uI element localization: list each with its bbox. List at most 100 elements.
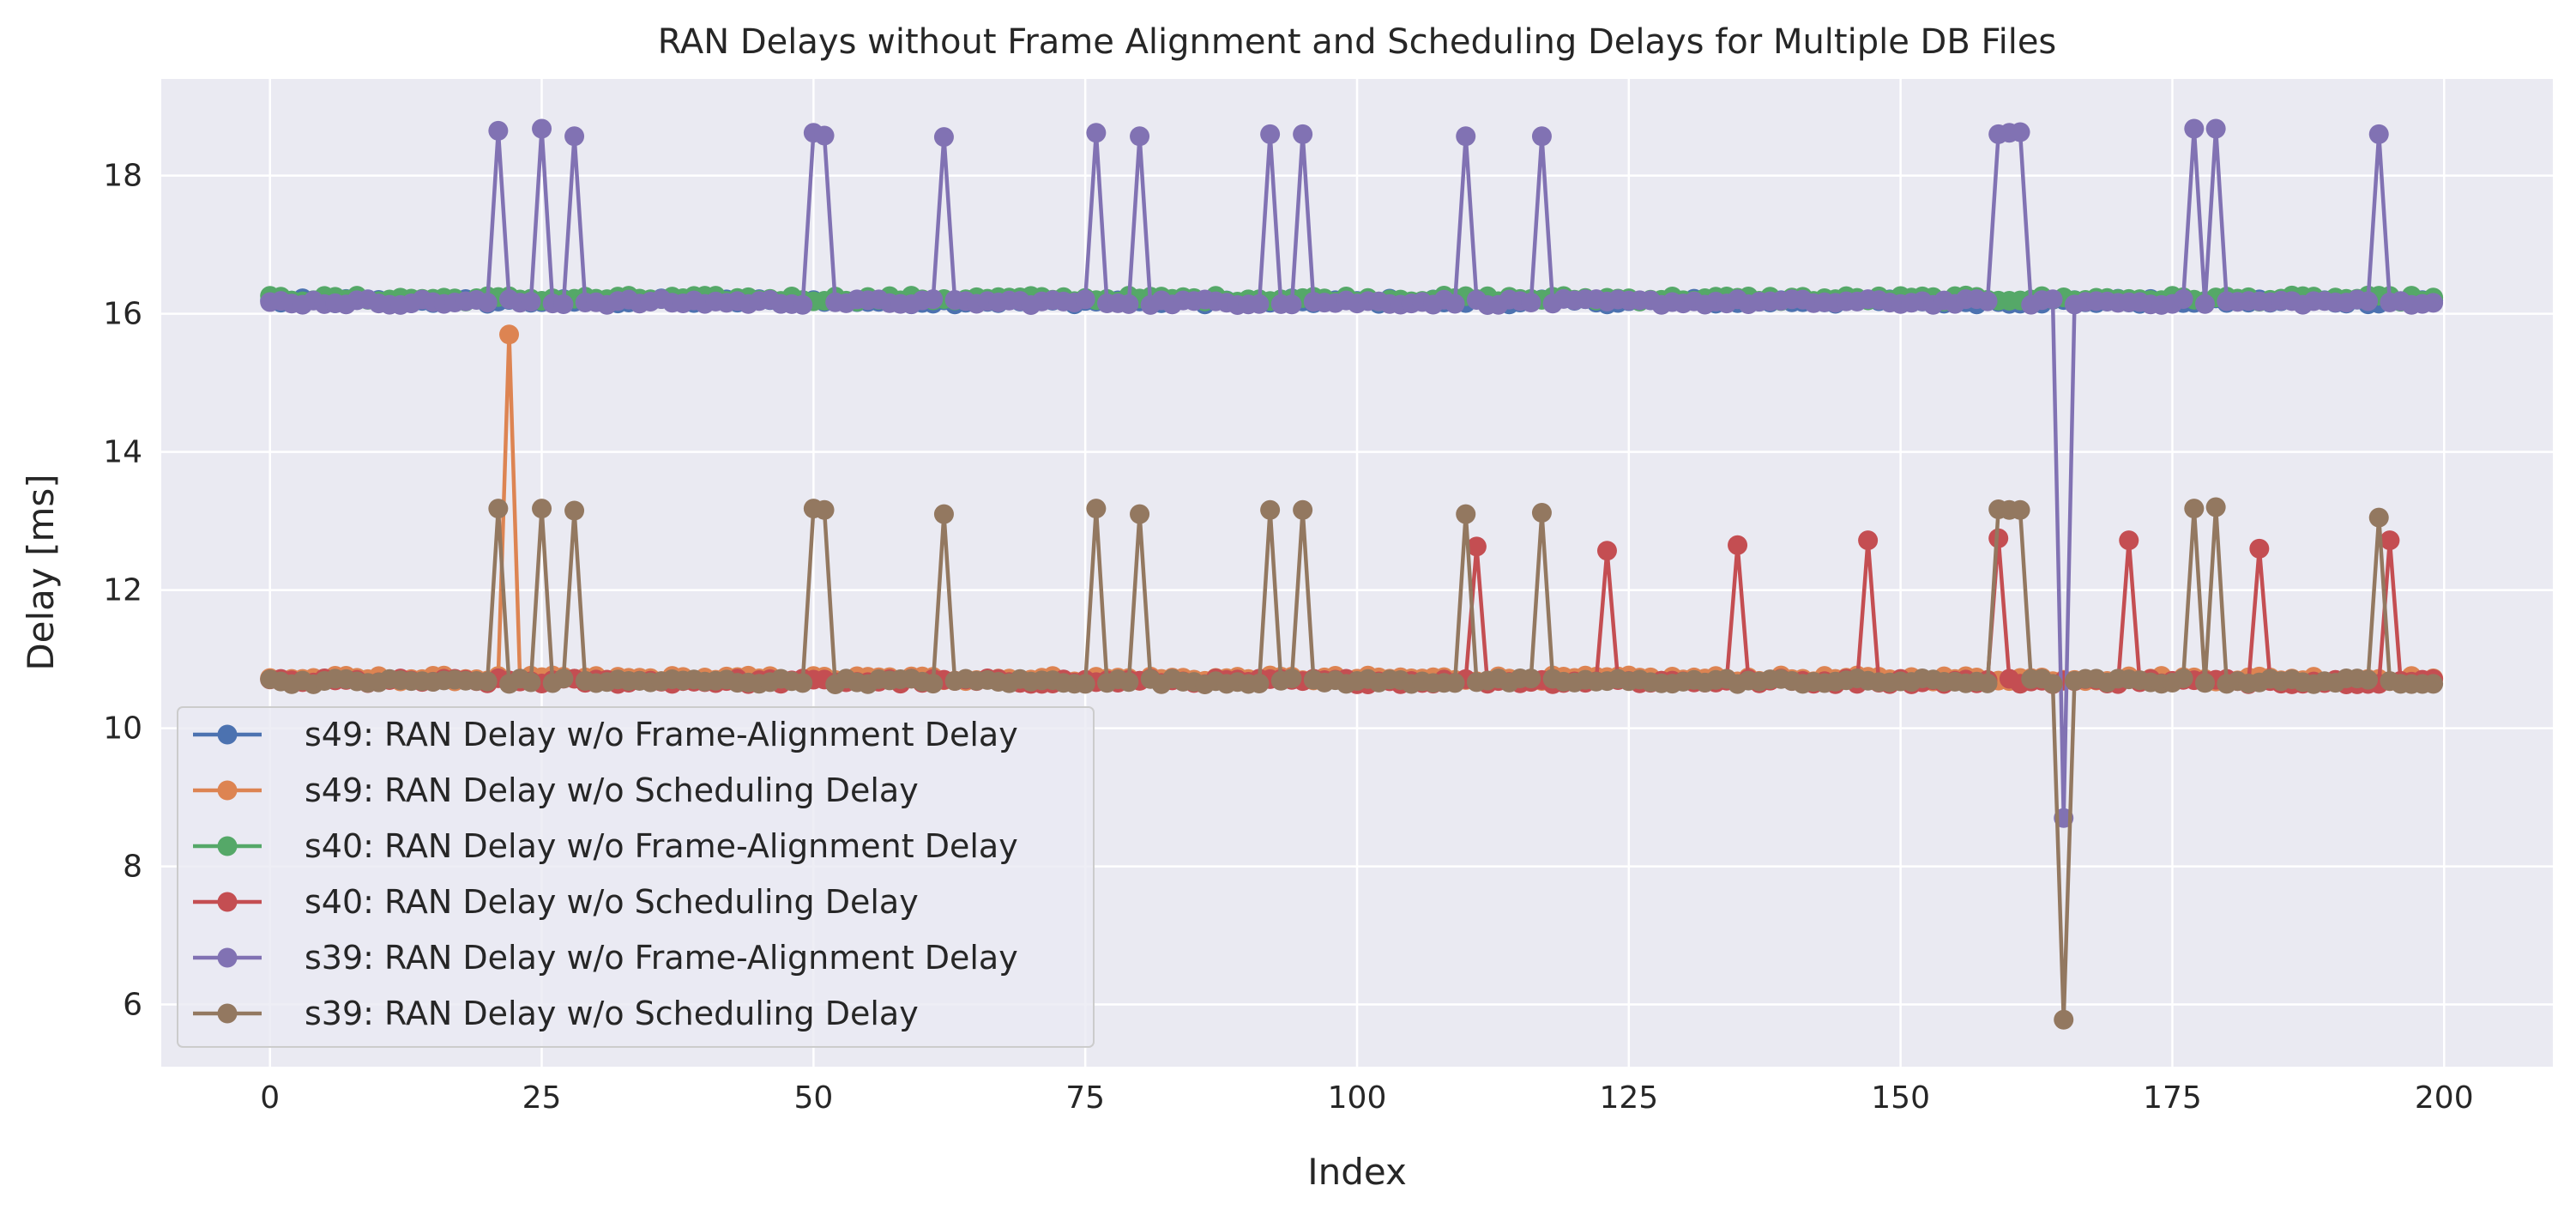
x-tick-label: 25 [522, 1080, 562, 1116]
data-point [521, 672, 541, 693]
data-point [814, 499, 835, 520]
data-point [2368, 124, 2389, 144]
data-point [2194, 673, 2215, 693]
y-tick-label: 10 [103, 711, 142, 747]
series-6 [260, 497, 2444, 1030]
data-point [2042, 289, 2063, 310]
data-point [2380, 530, 2400, 551]
data-point [1282, 668, 1302, 689]
data-point [553, 668, 574, 689]
data-point [793, 294, 813, 315]
data-point [2173, 289, 2193, 310]
data-point [564, 126, 585, 147]
legend-label: s40: RAN Delay w/o Frame-Alignment Delay [305, 827, 1018, 865]
data-point [499, 324, 520, 345]
x-tick-label: 100 [1328, 1080, 1387, 1116]
data-point [2184, 118, 2205, 139]
y-tick-label: 12 [103, 573, 142, 608]
x-tick-label: 125 [1599, 1080, 1658, 1116]
legend-label: s49: RAN Delay w/o Frame-Alignment Delay [305, 716, 1018, 753]
legend-label: s39: RAN Delay w/o Frame-Alignment Delay [305, 939, 1018, 977]
legend-label: s39: RAN Delay w/o Scheduling Delay [305, 995, 919, 1032]
data-point [521, 292, 541, 312]
legend-item: s40: RAN Delay w/o Frame-Alignment Delay [193, 827, 1018, 865]
legend: s49: RAN Delay w/o Frame-Alignment Delay… [177, 706, 1095, 1048]
legend-label: s49: RAN Delay w/o Scheduling Delay [305, 771, 919, 809]
data-point [1260, 499, 1281, 520]
legend-marker [217, 947, 238, 968]
y-tick-label: 18 [103, 159, 142, 194]
legend-marker [217, 1003, 238, 1024]
data-point [923, 674, 944, 694]
legend-item: s39: RAN Delay w/o Scheduling Delay [193, 995, 919, 1032]
data-point [477, 671, 498, 692]
data-point [1521, 293, 1541, 313]
data-point [2423, 674, 2444, 694]
legend-box [177, 706, 1095, 1048]
x-tick-label: 175 [2143, 1080, 2202, 1116]
data-point [1977, 673, 1998, 693]
data-point [2205, 118, 2226, 139]
legend-item: s40: RAN Delay w/o Scheduling Delay [193, 883, 919, 921]
data-point [2249, 538, 2270, 559]
data-point [1466, 536, 1487, 557]
data-point [933, 504, 954, 524]
legend-marker [217, 724, 238, 745]
data-point [2173, 668, 2193, 689]
data-point [1119, 672, 1139, 693]
data-point [1445, 673, 1465, 693]
chart-title: RAN Delays without Frame Alignment and S… [658, 22, 2057, 62]
data-point [1531, 502, 1552, 523]
data-point [1249, 673, 1270, 693]
data-point [2205, 497, 2226, 517]
data-point [2358, 669, 2379, 690]
series-layer [260, 118, 2444, 1030]
data-point [2010, 122, 2030, 142]
data-point [1728, 535, 1748, 555]
data-point [1086, 499, 1107, 519]
data-point [1596, 541, 1617, 561]
data-point [1293, 124, 1313, 144]
data-point [1130, 126, 1150, 147]
tick-labels: 0 25 50 75 100 125 150 175 200 6 8 10 12 14 16 18 [103, 159, 2473, 1116]
legend-item: s39: RAN Delay w/o Frame-Alignment Delay [193, 939, 1018, 977]
data-point [923, 289, 944, 310]
data-point [1249, 293, 1270, 314]
data-point [1293, 499, 1313, 520]
data-point [1858, 530, 1879, 551]
data-point [488, 499, 509, 519]
data-point [1977, 291, 1998, 312]
data-point [1445, 293, 1465, 314]
legend-item: s49: RAN Delay w/o Frame-Alignment Delay [193, 716, 1018, 753]
y-tick-label: 16 [103, 297, 142, 332]
data-point [2194, 293, 2215, 314]
data-point [553, 294, 574, 315]
data-point [1282, 294, 1302, 315]
data-point [2042, 674, 2063, 694]
y-axis-label: Delay [ms] [20, 474, 62, 670]
grid-lines [161, 79, 2553, 1067]
data-point [1075, 289, 1095, 310]
data-point [2184, 499, 2205, 519]
data-point [1075, 674, 1095, 694]
data-point [532, 118, 552, 139]
legend-item: s49: RAN Delay w/o Scheduling Delay [193, 771, 919, 809]
data-point [1130, 504, 1150, 524]
data-point [814, 125, 835, 146]
x-tick-label: 0 [260, 1080, 280, 1116]
x-axis-label: Index [1307, 1151, 1407, 1193]
data-point [933, 127, 954, 148]
x-tick-label: 150 [1871, 1080, 1930, 1116]
data-point [1521, 668, 1541, 689]
series-5 [260, 118, 2444, 828]
data-point [2358, 291, 2379, 312]
x-tick-label: 50 [793, 1080, 833, 1116]
data-point [1531, 126, 1552, 147]
legend-marker [217, 780, 238, 801]
legend-marker [217, 892, 238, 912]
data-point [564, 500, 585, 521]
data-point [1260, 124, 1281, 144]
x-tick-label: 75 [1065, 1080, 1105, 1116]
data-point [2054, 1009, 2074, 1030]
